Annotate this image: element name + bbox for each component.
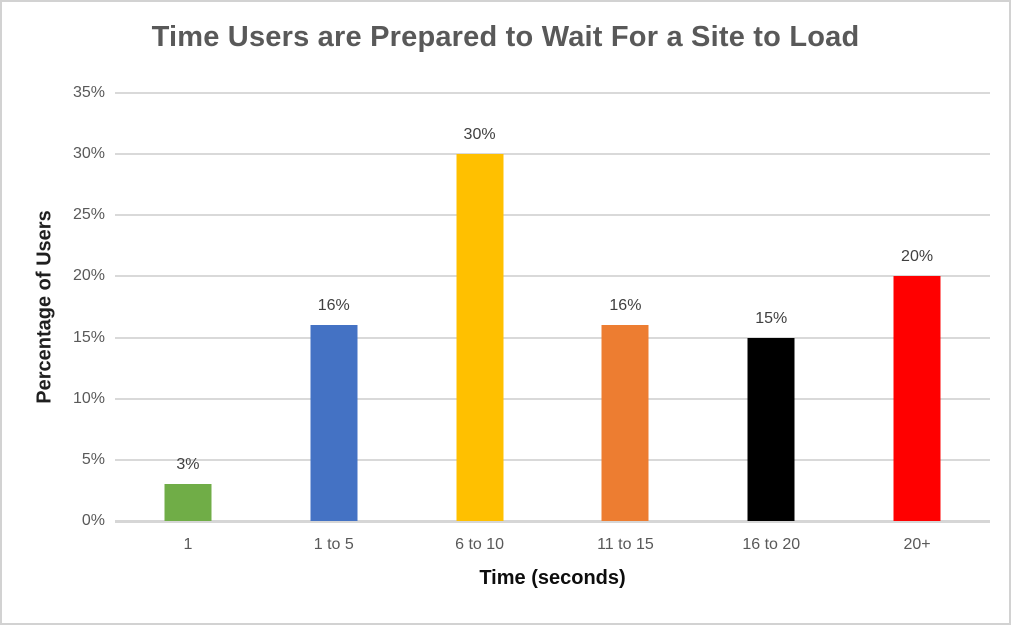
x-tick-label-4: 11 to 15 [597,536,654,553]
x-tick-label-5: 16 to 20 [742,536,801,553]
bar-value-label-6: 20% [901,248,934,266]
bar-2 [310,325,358,521]
bar-3 [456,154,504,521]
bar-slot-2: 16% [261,93,407,521]
y-tick-label-5: 5% [81,450,105,468]
bar-value-label-2: 16% [317,297,350,315]
y-tick-label-25: 25% [72,206,105,224]
y-tick-label-10: 10% [72,389,105,407]
x-axis-tick-labels: 1 1 to 5 6 to 10 11 to 15 16 to 20 20+ [115,536,990,558]
bar-4 [601,325,649,521]
plot-area: 3% 16% 30% 16% 15% 20% [115,92,990,523]
bar-value-label-5: 15% [755,309,788,327]
x-tick-label-6: 20+ [903,536,931,553]
bar-slot-5: 15% [698,93,844,521]
y-tick-label-0: 0% [81,512,105,529]
gridline-5 [115,458,990,461]
bar-slot-6: 20% [844,93,990,521]
bar-5 [747,337,795,521]
chart-title: Time Users are Prepared to Wait For a Si… [151,21,860,53]
gridline-0 [115,519,990,523]
y-tick-label-35: 35% [72,84,105,101]
y-tick-label-20: 20% [72,267,105,285]
x-tick-label-2: 1 to 5 [313,536,354,553]
bar-value-label-3: 30% [463,126,496,144]
bar-slot-1: 3% [115,93,261,521]
x-tick-label-1: 1 [183,536,193,553]
x-tick-label-3: 6 to 10 [455,536,505,553]
x-axis-title: Time (seconds) [479,567,626,589]
y-axis-title: Percentage of Users [33,210,56,404]
bar-1 [164,484,212,521]
gridline-35 [115,92,990,94]
gridline-20 [115,275,990,278]
gridline-15 [115,336,990,339]
bar-6 [893,276,941,521]
gridline-30 [115,153,990,156]
bar-value-label-4: 16% [609,297,642,315]
gridline-25 [115,214,990,217]
y-tick-label-30: 30% [72,145,105,163]
bar-value-label-1: 3% [176,456,200,474]
y-tick-label-15: 15% [72,328,105,346]
bar-slot-4: 16% [553,93,699,521]
gridline-10 [115,397,990,400]
bar-slot-3: 30% [407,93,553,521]
